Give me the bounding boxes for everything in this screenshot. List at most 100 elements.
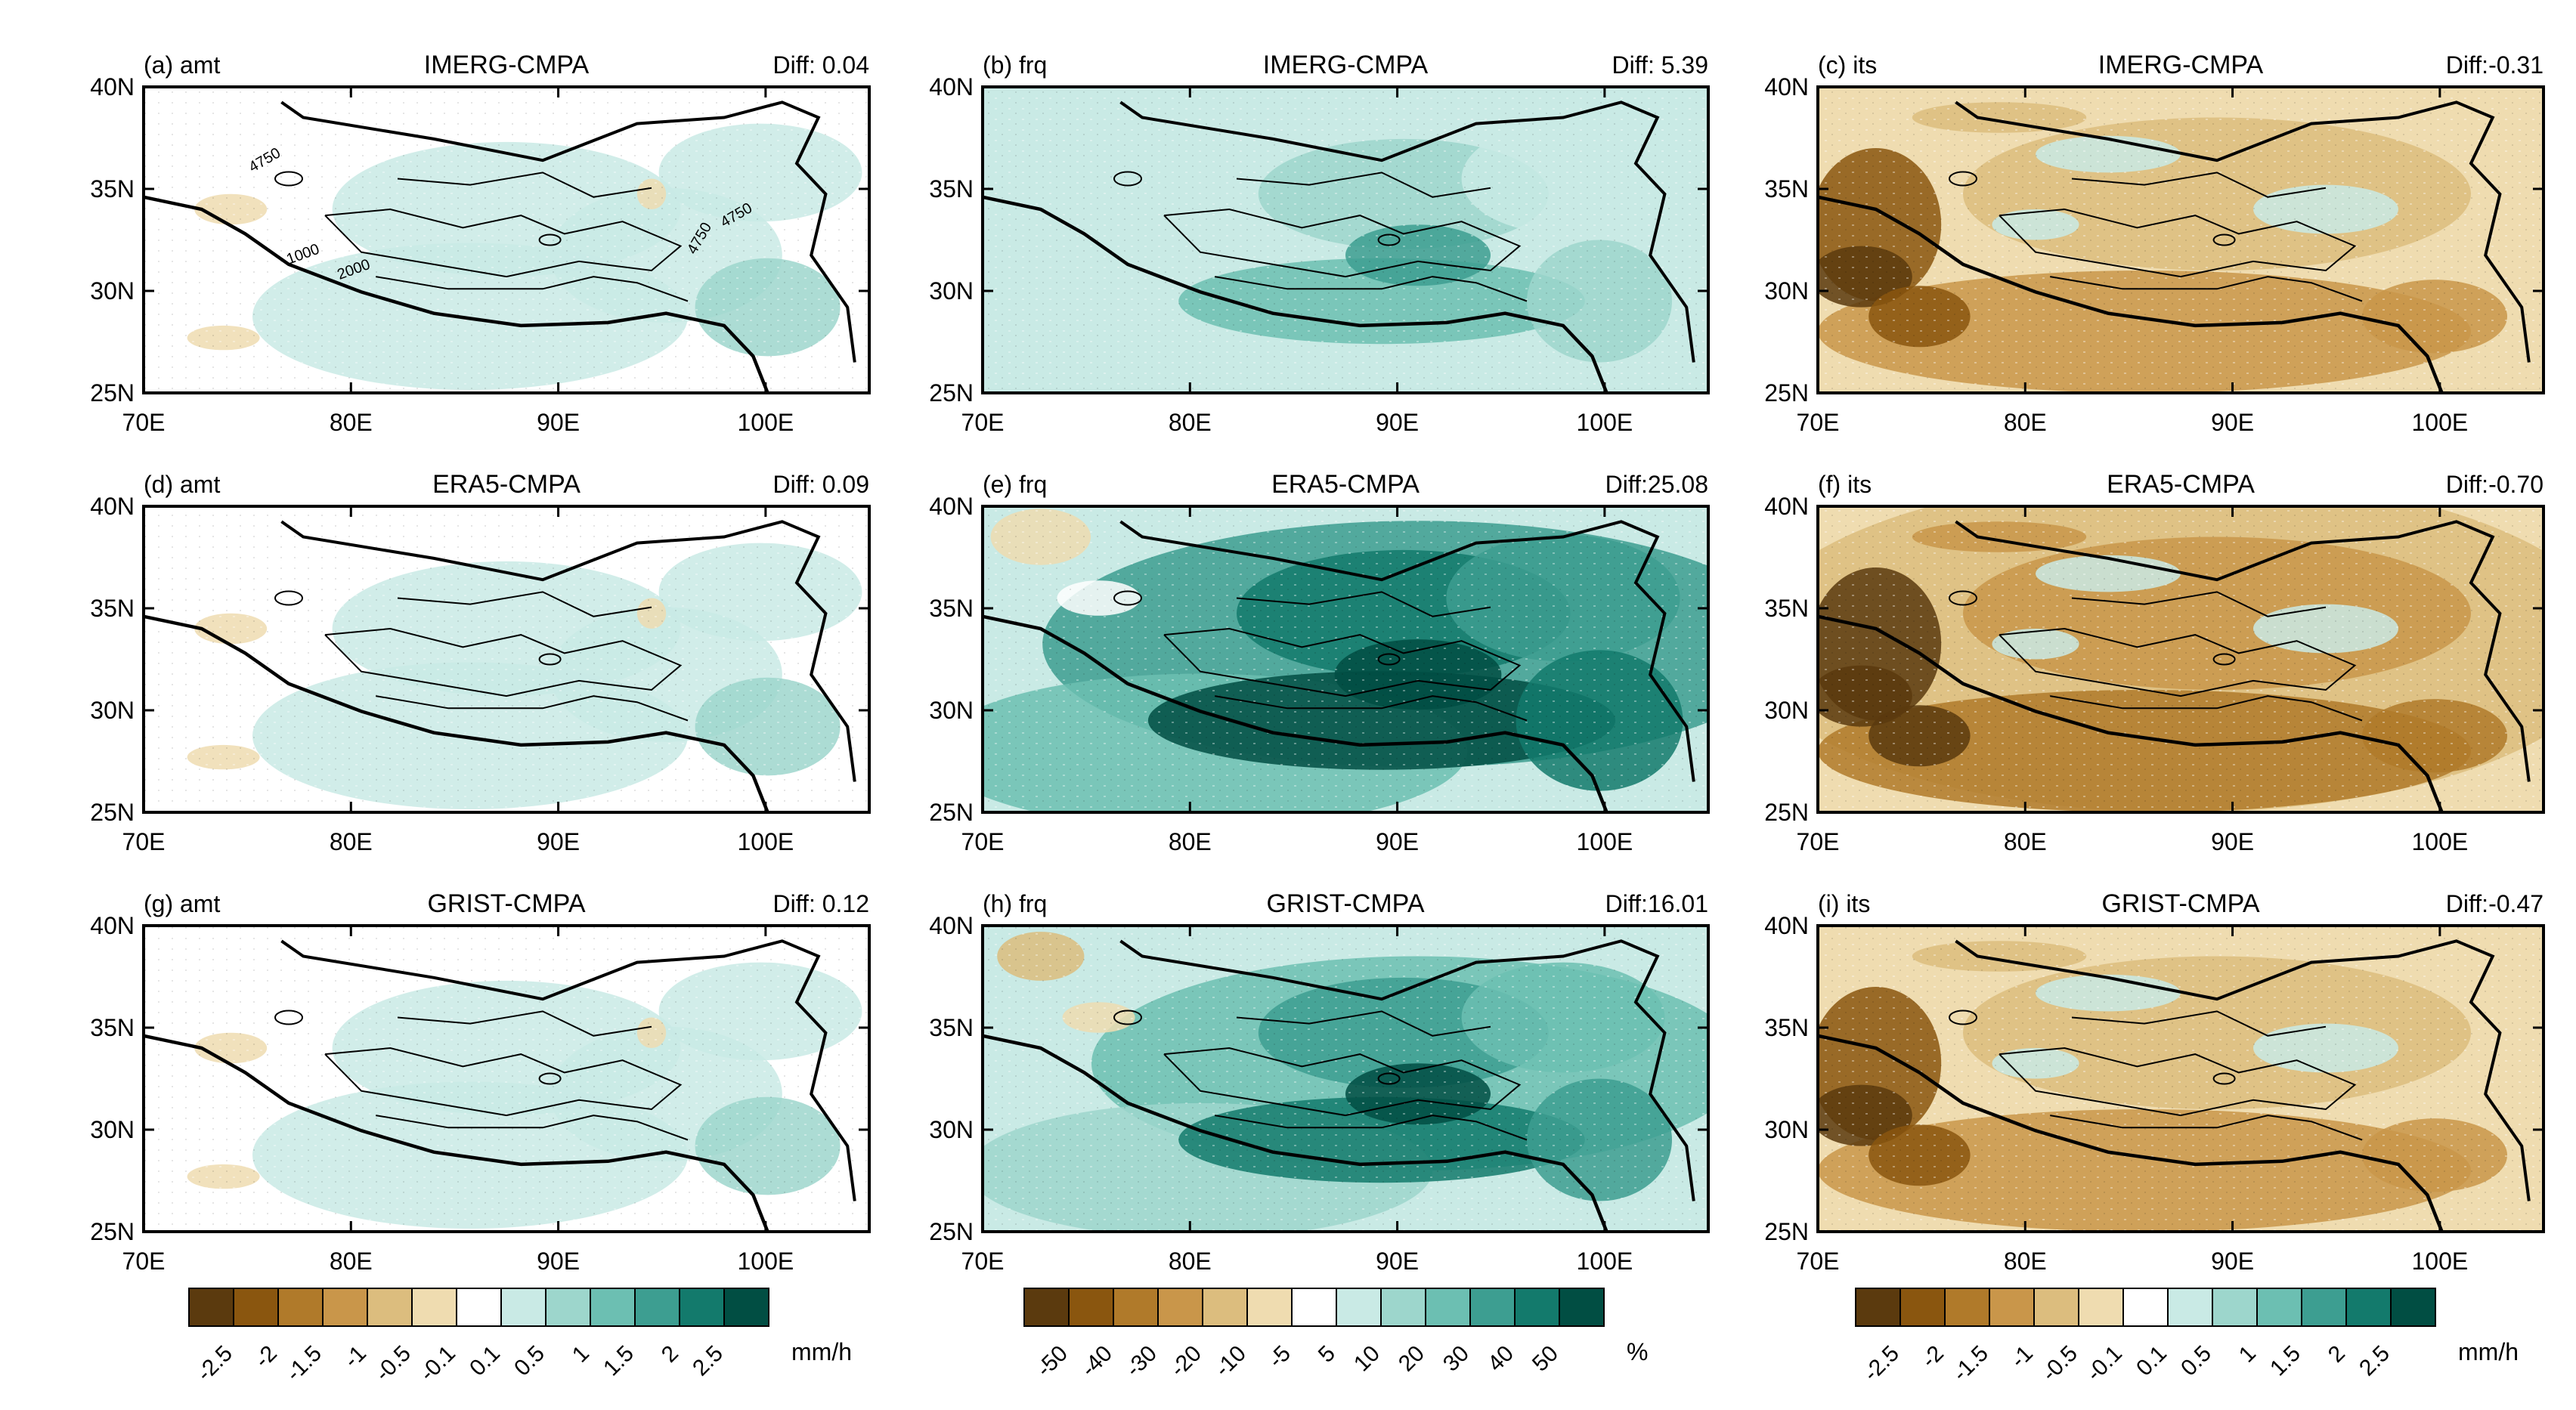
terrain-contour <box>1949 590 1977 606</box>
colorbar-tick-label: -5 <box>1264 1341 1296 1373</box>
map-panel: 70E 80E 90E 100E 40N 35N 30N 25N (i) its GRIST-CM… <box>1764 889 2545 1275</box>
colorbar-tick-label: -10 <box>1210 1341 1251 1382</box>
lat-tick-label: 30N <box>1764 1116 1809 1143</box>
colorbar: -2.5 -2 -1.5 -1 -0.5 -0.1 0.1 0.5 1 1.5 2 2.5 mm/h <box>1855 1288 2519 1387</box>
terrain-contour <box>2050 695 2363 722</box>
colorbar-tick-label: -1.5 <box>1948 1341 1993 1387</box>
terrain-contour <box>1113 1010 1142 1025</box>
terrain-contour <box>1215 695 1528 722</box>
map-texture <box>144 506 869 812</box>
colorbar-swatch <box>679 1288 725 1327</box>
lon-tick-label: 70E <box>961 828 1005 855</box>
panel-diff: Diff: 5.39 <box>1612 51 1708 79</box>
colorbar-tick-label: -0.5 <box>370 1341 416 1387</box>
terrain-contour <box>1999 208 2357 278</box>
lat-tick-label: 25N <box>1764 799 1809 826</box>
lon-tick-label: 90E <box>537 1248 580 1275</box>
terrain-contour <box>1236 1010 1491 1037</box>
map-frame <box>1816 924 2545 1233</box>
colorbar-tick-label: 1.5 <box>2265 1341 2305 1381</box>
terrain-contour <box>376 1115 689 1141</box>
colorbar-tick-label: 0.5 <box>2176 1341 2216 1381</box>
lat-tick-label: 25N <box>1764 1218 1809 1245</box>
terrain-contour <box>2050 276 2363 302</box>
lat-tick-label: 25N <box>1764 379 1809 407</box>
panel-diff: Diff:-0.31 <box>2446 51 2543 79</box>
panel-diff: Diff: 0.04 <box>773 51 869 79</box>
map-panel: 70E 80E 90E 100E 40N 35N 30N 25N (f) its ERA5-CMP… <box>1764 470 2545 855</box>
terrain-contour <box>1215 1115 1528 1141</box>
terrain-contour <box>982 614 1608 813</box>
colorbar-swatch <box>500 1288 546 1327</box>
lon-tick-label: 70E <box>122 1248 166 1275</box>
colorbar-tick-label: -0.1 <box>415 1341 460 1387</box>
lon-tick-label: 80E <box>330 409 373 436</box>
terrain-contour <box>538 1072 562 1085</box>
panel-title: GRIST-CMPA <box>1266 889 1424 918</box>
lon-tick-label: 70E <box>961 1248 1005 1275</box>
terrain-contour <box>2071 1010 2327 1037</box>
terrain-contour <box>280 520 856 782</box>
colorbar-tick-label: 20 <box>1394 1341 1429 1377</box>
lon-tick-label: 100E <box>737 1248 794 1275</box>
terrain-contour <box>143 614 769 813</box>
colorbar-swatch <box>411 1288 457 1327</box>
colorbar-tick-label: -1 <box>2006 1341 2038 1373</box>
map-panel: 70E 80E 90E 100E 40N 35N 30N 25N (h) frq GRIST-CM… <box>929 889 1710 1275</box>
colorbar-swatch <box>1899 1288 1946 1327</box>
lon-tick-label: 90E <box>537 828 580 855</box>
panel-label: (g) amt <box>144 890 220 917</box>
colorbar-tick-label: 50 <box>1528 1341 1563 1377</box>
colorbar-tick-label: 30 <box>1438 1341 1474 1377</box>
colorbar-swatch <box>2033 1288 2079 1327</box>
terrain-contour <box>274 590 303 606</box>
lon-tick-label: 80E <box>2004 828 2047 855</box>
terrain-contour <box>1817 614 2444 813</box>
colorbars: -2.5 -2 -1.5 -1 -0.5 -0.1 0.1 0.5 1 1.5 2 2.5 mm/h -5… <box>188 1288 2519 1387</box>
map-texture <box>144 926 869 1232</box>
map-texture <box>1818 926 2543 1232</box>
terrain-contour <box>1236 591 1491 617</box>
map-panel: 70E 80E 90E 100E 40N 35N 30N 25N (c) its IMERG-CM… <box>1764 51 2545 436</box>
lat-tick-label: 30N <box>90 697 135 724</box>
lon-tick-label: 80E <box>1169 1248 1212 1275</box>
terrain-contour <box>2212 653 2236 666</box>
colorbar-tick-label: -40 <box>1076 1341 1117 1382</box>
lon-tick-label: 90E <box>2211 1248 2254 1275</box>
terrain-contour <box>1999 627 2357 697</box>
lon-tick-label: 80E <box>330 1248 373 1275</box>
terrain-contour <box>274 171 303 187</box>
panel-diff: Diff:-0.70 <box>2446 471 2543 498</box>
terrain-contour <box>376 276 689 302</box>
colorbar-swatch <box>2256 1288 2302 1327</box>
panel-title: ERA5-CMPA <box>1271 470 1420 499</box>
colorbar: -50 -40 -30 -20 -10 -5 5 10 20 30 40 50% <box>1023 1288 1648 1382</box>
colorbar-tick-label: 1 <box>2234 1341 2261 1368</box>
lat-tick-label: 40N <box>1764 73 1809 100</box>
lat-tick-label: 35N <box>929 175 974 203</box>
lon-tick-label: 100E <box>2411 828 2468 855</box>
colorbar-swatch <box>1202 1288 1248 1327</box>
panel-title: IMERG-CMPA <box>424 51 590 79</box>
colorbar-swatch <box>590 1288 636 1327</box>
colorbar-swatch <box>1989 1288 2035 1327</box>
lat-tick-label: 40N <box>929 912 974 939</box>
terrain-contour <box>2050 1115 2363 1141</box>
colorbar-tick-label: -0.5 <box>2037 1341 2082 1387</box>
colorbar-swatch <box>545 1288 591 1327</box>
lon-tick-label: 70E <box>961 409 1005 436</box>
lat-tick-label: 35N <box>929 595 974 622</box>
lat-tick-label: 25N <box>929 379 974 407</box>
colorbar-swatch <box>723 1288 769 1327</box>
map-texture <box>983 506 1708 812</box>
colorbar-swatch <box>1855 1288 1901 1327</box>
terrain-contour <box>1163 627 1522 697</box>
lat-tick-label: 30N <box>90 277 135 305</box>
colorbar-swatch <box>2122 1288 2169 1327</box>
panel-label: (b) frq <box>983 51 1047 79</box>
lon-tick-label: 80E <box>1169 828 1212 855</box>
panel-title: GRIST-CMPA <box>2101 889 2259 918</box>
colorbar-tick-label: 2.5 <box>688 1341 728 1381</box>
lon-tick-label: 100E <box>1576 828 1633 855</box>
